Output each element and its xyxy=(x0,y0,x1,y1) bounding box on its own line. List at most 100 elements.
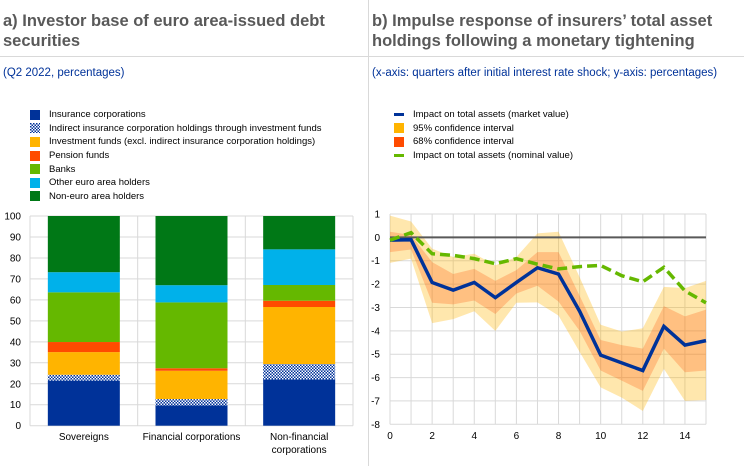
legend-swatch xyxy=(30,150,40,161)
bar-segment-investment-funds-excl-indirect-insurance-corporation-holdings xyxy=(263,307,336,365)
y-tick-label: 30 xyxy=(10,358,22,369)
y-tick-label: 100 xyxy=(4,212,21,223)
x-category-label: Sovereigns xyxy=(59,432,109,443)
y-tick-label: 10 xyxy=(10,400,22,411)
legend-swatch xyxy=(30,191,40,202)
y-tick-label: -8 xyxy=(371,420,380,431)
legend-swatch xyxy=(30,177,40,188)
legend-label: Banks xyxy=(49,163,76,175)
legend-item: 68% confidence interval xyxy=(394,135,573,149)
confidence-band-95-confidence-interval xyxy=(390,215,706,411)
x-tick-label: 4 xyxy=(471,431,477,442)
y-tick-label: -4 xyxy=(371,326,380,337)
bar-segment-other-euro-area-holders xyxy=(155,285,228,303)
bar-segment-banks xyxy=(263,284,336,301)
chart-a-legend: Insurance corporations Indirect insurance… xyxy=(30,108,322,203)
legend-label: Other euro area holders xyxy=(49,177,150,189)
y-tick-label: 40 xyxy=(10,337,22,348)
legend-line-swatch xyxy=(394,154,404,158)
y-tick-label: -5 xyxy=(371,350,380,361)
legend-label: Non-euro area holders xyxy=(49,190,145,202)
legend-item: Investment funds (excl. indirect insuran… xyxy=(30,135,322,149)
legend-label: Impact on total assets (nominal value) xyxy=(413,150,573,162)
x-category-label: corporations xyxy=(272,445,327,456)
y-tick-label: -3 xyxy=(371,303,380,314)
x-tick-label: 6 xyxy=(514,431,520,442)
panel-divider xyxy=(368,0,369,466)
legend-item: Impact on total assets (market value) xyxy=(394,108,573,122)
x-tick-label: 8 xyxy=(556,431,562,442)
legend-label: Insurance corporations xyxy=(49,109,146,121)
y-tick-label: 80 xyxy=(10,253,22,264)
panel-b: b) Impulse response of insurers’ total a… xyxy=(369,0,744,471)
bar-segment-indirect-insurance-corporation-holdings-through-investment-funds xyxy=(47,374,120,381)
bar-segment-indirect-insurance-corporation-holdings-through-investment-funds xyxy=(155,399,228,406)
chart-b-title: b) Impulse response of insurers’ total a… xyxy=(372,12,713,50)
legend-label: Indirect insurance corporation holdings … xyxy=(49,122,322,134)
chart-b-legend: Impact on total assets (market value) 95%… xyxy=(394,108,573,162)
bar-segment-other-euro-area-holders xyxy=(47,272,120,293)
chart-a-plot: 0 10 20 30 40 50 60 70 80 90 100 Sovereigns Financia… xyxy=(4,212,354,456)
legend-item: 95% confidence interval xyxy=(394,122,573,136)
x-tick-label: 0 xyxy=(387,431,393,442)
x-tick-label: 10 xyxy=(595,431,607,442)
bar-segment-other-euro-area-holders xyxy=(263,249,336,285)
bar-segment-insurance-corporations xyxy=(155,405,228,426)
legend-label: Investment funds (excl. indirect insuran… xyxy=(49,136,316,148)
y-tick-label: -7 xyxy=(371,396,380,407)
legend-box-swatch xyxy=(394,123,404,134)
panel-a: a) Investor base of euro area-issued deb… xyxy=(0,0,368,471)
bar-segment-indirect-insurance-corporation-holdings-through-investment-funds xyxy=(263,364,336,380)
y-tick-label: 0 xyxy=(15,421,21,432)
bar-segment-pension-funds xyxy=(263,300,336,308)
x-category-label: Financial corporations xyxy=(143,432,241,443)
chart-a-subtitle: (Q2 2022, percentages) xyxy=(3,67,125,79)
bar-segment-banks xyxy=(155,302,228,369)
title-separator xyxy=(0,56,368,57)
y-tick-label: 90 xyxy=(10,232,22,243)
y-tick-label: -2 xyxy=(371,280,380,291)
y-tick-label: -1 xyxy=(371,256,380,267)
bar-segment-non-euro-area-holders xyxy=(263,216,336,250)
bar-segment-investment-funds-excl-indirect-insurance-corporation-holdings xyxy=(47,352,120,375)
legend-line-swatch xyxy=(394,113,404,117)
legend-swatch xyxy=(30,109,40,120)
legend-label: Pension funds xyxy=(49,150,110,162)
confidence-band-68-confidence-interval xyxy=(390,231,706,391)
x-tick-label: 12 xyxy=(637,431,649,442)
legend-item: Indirect insurance corporation holdings … xyxy=(30,122,322,136)
series-line-impact-on-total-assets-market-value xyxy=(389,237,707,373)
bar-segment-pension-funds xyxy=(155,368,228,371)
legend-swatch xyxy=(30,123,40,134)
y-tick-label: 0 xyxy=(374,233,380,244)
y-tick-label: 60 xyxy=(10,295,22,306)
legend-item: Insurance corporations xyxy=(30,108,322,122)
legend-label: 95% confidence interval xyxy=(413,122,514,134)
y-tick-label: 50 xyxy=(10,316,22,327)
legend-item: Other euro area holders xyxy=(30,176,322,190)
bar-segment-insurance-corporations xyxy=(47,380,120,426)
series-line-impact-on-total-assets-nominal-value xyxy=(389,230,707,305)
chart-b-subtitle: (x-axis: quarters after initial interest… xyxy=(372,67,718,79)
chart-a-title: a) Investor base of euro area-issued deb… xyxy=(3,12,325,50)
y-tick-label: -6 xyxy=(371,373,380,384)
legend-swatch xyxy=(30,164,40,175)
legend-item: Impact on total assets (nominal value) xyxy=(394,149,573,163)
bar-segment-non-euro-area-holders xyxy=(47,216,120,273)
legend-label: Impact on total assets (market value) xyxy=(413,109,569,121)
legend-swatch xyxy=(30,136,40,147)
bar-segment-non-euro-area-holders xyxy=(155,216,228,286)
bar-segment-insurance-corporations xyxy=(263,379,336,426)
y-tick-label: 70 xyxy=(10,274,22,285)
title-separator xyxy=(369,56,744,57)
legend-item: Banks xyxy=(30,162,322,176)
x-tick-label: 14 xyxy=(679,431,691,442)
y-tick-label: 1 xyxy=(374,210,380,221)
legend-item: Non-euro area holders xyxy=(30,190,322,204)
bar-segment-investment-funds-excl-indirect-insurance-corporation-holdings xyxy=(155,370,228,400)
x-tick-label: 2 xyxy=(429,431,435,442)
legend-box-swatch xyxy=(394,136,404,147)
legend-item: Pension funds xyxy=(30,149,322,163)
x-category-label: Non-financial xyxy=(270,432,328,443)
